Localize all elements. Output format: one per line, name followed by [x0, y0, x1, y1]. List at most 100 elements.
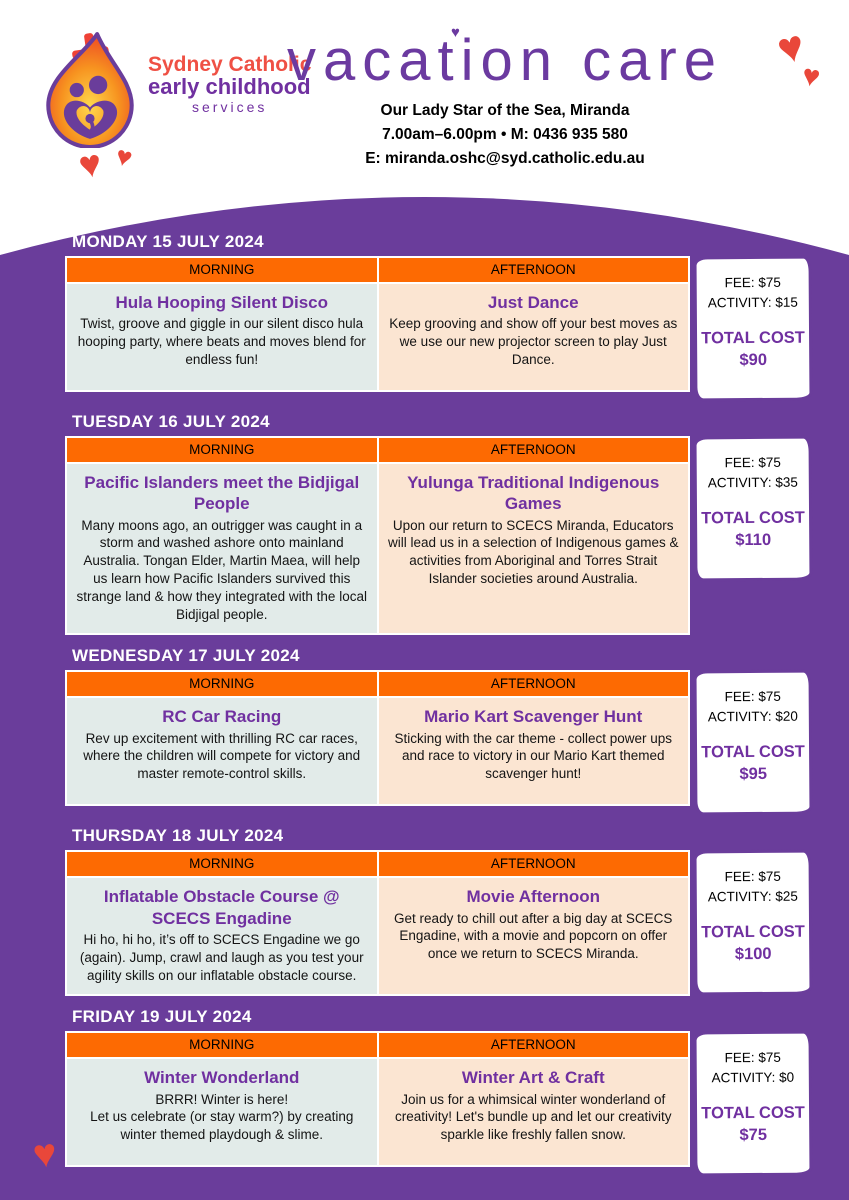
activity-description: Rev up excitement with thrilling RC car … — [83, 730, 361, 782]
schedule-table: MORNING AFTERNOON Winter Wonderland BRRR… — [65, 1031, 690, 1168]
day-section-friday: FRIDAY 19 JULY 2024 MORNING AFTERNOON Wi… — [65, 1007, 813, 1177]
schedule-content: MONDAY 15 JULY 2024 MORNING AFTERNOON Hu… — [65, 232, 813, 1187]
fee-box: FEE: $75 ACTIVITY: $25 TOTAL COST $100 — [693, 849, 813, 996]
schedule-table: MORNING AFTERNOON Pacific Islanders meet… — [65, 436, 690, 636]
schedule-table: MORNING AFTERNOON Inflatable Obstacle Co… — [65, 850, 690, 997]
schedule-table: MORNING AFTERNOON Hula Hooping Silent Di… — [65, 256, 690, 392]
logo-line-2: early childhood — [148, 73, 311, 99]
schedule-table: MORNING AFTERNOON RC Car Racing Rev up e… — [65, 670, 690, 807]
total-cost-label: TOTAL COST — [701, 508, 805, 527]
activity-description: Many moons ago, an outrigger was caught … — [76, 517, 367, 622]
scecs-logo: Sydney Catholic early childhood services — [34, 28, 311, 148]
morning-column-header: MORNING — [67, 258, 377, 282]
activity-fee-line: ACTIVITY: $20 — [707, 709, 798, 725]
total-cost-label: TOTAL COST — [701, 1103, 805, 1123]
morning-column-header: MORNING — [67, 672, 377, 697]
fee-box: FEE: $75 ACTIVITY: $20 TOTAL COST $95 — [693, 669, 813, 816]
contact-details: Our Lady Star of the Sea, Miranda 7.00am… — [255, 99, 755, 171]
morning-column-header: MORNING — [67, 438, 377, 462]
activity-title: Mario Kart Scavenger Hunt — [424, 707, 643, 727]
activity-title: Movie Afternoon — [466, 887, 600, 907]
total-cost-amount: $90 — [739, 350, 768, 369]
fee-line: FEE: $75 — [724, 1050, 781, 1066]
activity-title: Inflatable Obstacle Course @ SCECS Engad… — [103, 887, 340, 928]
morning-cell: Winter Wonderland BRRR! Winter is here! … — [67, 1059, 377, 1166]
hours-phone-line: 7.00am–6.00pm • M: 0436 935 580 — [382, 126, 628, 144]
total-cost-amount: $75 — [739, 1125, 768, 1144]
activity-fee-line: ACTIVITY: $0 — [711, 1070, 795, 1086]
page-title: vacation care — [287, 28, 723, 93]
header-title-block: vacation care ♥ Our Lady Star of the Sea… — [255, 24, 755, 171]
morning-cell: Pacific Islanders meet the Bidjigal Peop… — [67, 464, 377, 634]
day-section-tuesday: TUESDAY 16 JULY 2024 MORNING AFTERNOON P… — [65, 412, 813, 636]
day-title: MONDAY 15 JULY 2024 — [72, 232, 264, 251]
heart-icon: ♥ — [75, 142, 106, 188]
purple-dome-curve — [0, 197, 849, 260]
day-section-thursday: THURSDAY 18 JULY 2024 MORNING AFTERNOON … — [65, 826, 813, 997]
morning-column-header: MORNING — [67, 852, 377, 877]
activity-title: RC Car Racing — [162, 707, 282, 727]
i-heart-decoration: ♥ — [451, 24, 460, 41]
fee-box: FEE: $75 ACTIVITY: $15 TOTAL COST $90 — [693, 255, 813, 402]
afternoon-cell: Yulunga Traditional Indigenous Games Upo… — [378, 464, 688, 634]
logo-flame-icon — [46, 32, 134, 148]
activity-title: Just Dance — [487, 293, 579, 312]
morning-cell: Inflatable Obstacle Course @ SCECS Engad… — [67, 878, 377, 995]
activity-fee-line: ACTIVITY: $25 — [707, 889, 798, 905]
day-section-wednesday: WEDNESDAY 17 JULY 2024 MORNING AFTERNOON… — [65, 646, 813, 816]
activity-title: Hula Hooping Silent Disco — [115, 293, 328, 312]
afternoon-column-header: AFTERNOON — [378, 852, 688, 877]
logo-line-1: Sydney Catholic — [148, 53, 312, 76]
day-title: FRIDAY 19 JULY 2024 — [72, 1007, 252, 1027]
morning-column-header: MORNING — [67, 1033, 377, 1058]
logo-line-3: services — [192, 98, 268, 115]
activity-title: Yulunga Traditional Indigenous Games — [407, 473, 660, 514]
activity-description: Join us for a whimsical winter wonderlan… — [395, 1091, 672, 1143]
logo-wordmark: Sydney Catholic early childhood services — [148, 54, 311, 114]
day-section-monday: MONDAY 15 JULY 2024 MORNING AFTERNOON Hu… — [65, 232, 813, 402]
activity-description: Sticking with the car theme - collect po… — [394, 730, 673, 782]
activity-description: Hi ho, hi ho, it’s off to SCECS Engadine… — [79, 931, 364, 983]
day-title: WEDNESDAY 17 JULY 2024 — [72, 646, 300, 666]
total-cost-amount: $110 — [735, 530, 772, 549]
fee-line: FEE: $75 — [724, 689, 781, 705]
afternoon-column-header: AFTERNOON — [378, 258, 688, 282]
logo-family-icon — [63, 75, 118, 139]
activity-title: Winter Art & Craft — [461, 1068, 605, 1088]
morning-cell: Hula Hooping Silent Disco Twist, groove … — [67, 284, 377, 390]
heart-icon: ♥ — [30, 1130, 59, 1178]
activity-description: Keep grooving and show off your best mov… — [389, 316, 678, 367]
activity-fee-line: ACTIVITY: $35 — [707, 474, 798, 491]
total-cost-amount: $100 — [734, 944, 772, 964]
heart-icon: ♥ — [799, 58, 823, 95]
total-cost-amount: $95 — [739, 764, 768, 783]
fee-line: FEE: $75 — [724, 869, 781, 885]
fee-box: FEE: $75 ACTIVITY: $35 TOTAL COST $110 — [693, 435, 813, 582]
afternoon-cell: Movie Afternoon Get ready to chill out a… — [378, 878, 688, 995]
afternoon-column-header: AFTERNOON — [378, 438, 688, 462]
activity-description: Twist, groove and giggle in our silent d… — [77, 316, 366, 367]
afternoon-cell: Just Dance Keep grooving and show off yo… — [378, 284, 688, 390]
total-cost-label: TOTAL COST — [701, 328, 805, 347]
venue-line: Our Lady Star of the Sea, Miranda — [380, 102, 630, 119]
day-title: THURSDAY 18 JULY 2024 — [72, 826, 284, 846]
afternoon-cell: Winter Art & Craft Join us for a whimsic… — [378, 1059, 688, 1166]
activity-description: BRRR! Winter is here! Let us celebrate (… — [90, 1091, 354, 1143]
afternoon-cell: Mario Kart Scavenger Hunt Sticking with … — [378, 698, 688, 805]
fee-line: FEE: $75 — [724, 274, 781, 291]
afternoon-column-header: AFTERNOON — [378, 1033, 688, 1058]
total-cost-label: TOTAL COST — [701, 742, 805, 762]
day-title: TUESDAY 16 JULY 2024 — [72, 412, 270, 431]
activity-title: Winter Wonderland — [144, 1068, 300, 1088]
morning-cell: RC Car Racing Rev up excitement with thr… — [67, 698, 377, 805]
afternoon-column-header: AFTERNOON — [378, 672, 688, 697]
activity-fee-line: ACTIVITY: $15 — [707, 294, 798, 311]
activity-description: Upon our return to SCECS Miranda, Educat… — [388, 517, 679, 586]
activity-description: Get ready to chill out after a big day a… — [394, 910, 673, 962]
email-line: E: miranda.oshc@syd.catholic.edu.au — [365, 150, 645, 168]
activity-title: Pacific Islanders meet the Bidjigal Peop… — [84, 473, 360, 514]
total-cost-label: TOTAL COST — [701, 922, 805, 942]
fee-box: FEE: $75 ACTIVITY: $0 TOTAL COST $75 — [693, 1030, 813, 1177]
fee-line: FEE: $75 — [724, 454, 781, 471]
